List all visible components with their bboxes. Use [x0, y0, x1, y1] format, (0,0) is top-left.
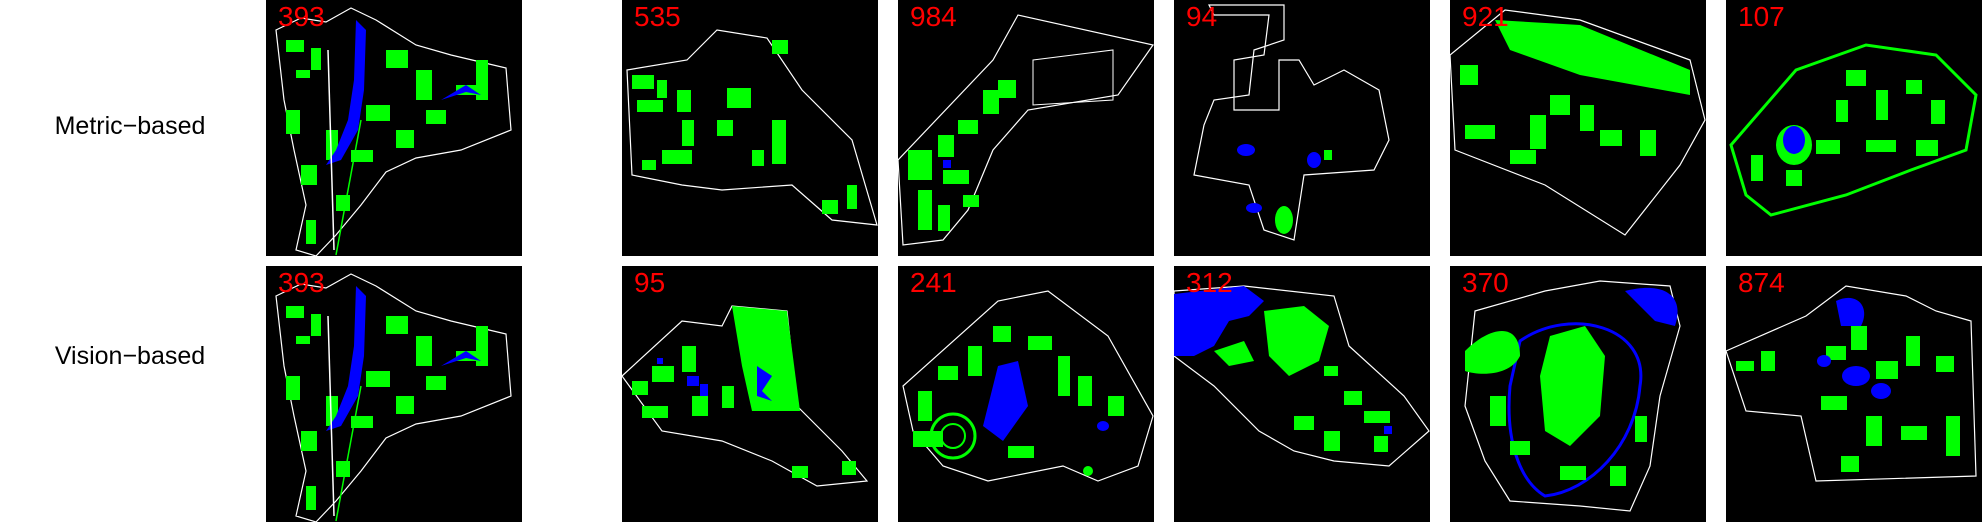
- map-tile-vision-312: 312: [1174, 266, 1430, 522]
- tile-id-label: 95: [634, 267, 666, 298]
- campus-map-94: [1193, 4, 1390, 241]
- campus-map-312: [1174, 285, 1430, 467]
- map-tile-vision-95: 95: [622, 266, 878, 522]
- map-tile-metric-984: 984: [898, 0, 1154, 256]
- tile-id-label: 393: [278, 1, 325, 32]
- campus-map-874: [1726, 285, 1977, 482]
- campus-map-535: [626, 29, 878, 226]
- tile-id-label: 107: [1738, 1, 1785, 32]
- campus-map-393: [275, 273, 512, 522]
- campus-map-95: [622, 305, 869, 487]
- campus-map-984: [898, 14, 1154, 246]
- row-label-metric-based: Metric−based: [54, 112, 206, 140]
- row-label-vision-based: Vision−based: [54, 342, 206, 370]
- map-tile-vision-874: 874: [1726, 266, 1982, 522]
- map-tile-metric-921: 921: [1450, 0, 1706, 256]
- tile-id-label: 370: [1462, 267, 1509, 298]
- campus-map-370: [1464, 280, 1681, 512]
- map-tile-vision-370: 370: [1450, 266, 1706, 522]
- map-tile-metric-94: 94: [1174, 0, 1430, 256]
- tile-id-label: 874: [1738, 267, 1785, 298]
- map-tile-metric-535: 535: [622, 0, 878, 256]
- tile-id-label: 535: [634, 1, 681, 32]
- campus-map-921: [1450, 9, 1706, 236]
- campus-map-241: [902, 290, 1154, 482]
- map-tile-metric-107: 107: [1726, 0, 1982, 256]
- campus-map-107: [1729, 43, 1978, 217]
- campus-map-393: [275, 7, 512, 256]
- tile-id-label: 312: [1186, 267, 1233, 298]
- tile-id-label: 94: [1186, 1, 1218, 32]
- map-tile-metric-393: 393: [266, 0, 522, 256]
- tile-id-label: 393: [278, 267, 325, 298]
- tile-id-label: 921: [1462, 1, 1509, 32]
- tile-id-label: 984: [910, 1, 957, 32]
- tile-id-label: 241: [910, 267, 957, 298]
- map-tile-vision-241: 241: [898, 266, 1154, 522]
- map-tile-vision-393: 393: [266, 266, 522, 522]
